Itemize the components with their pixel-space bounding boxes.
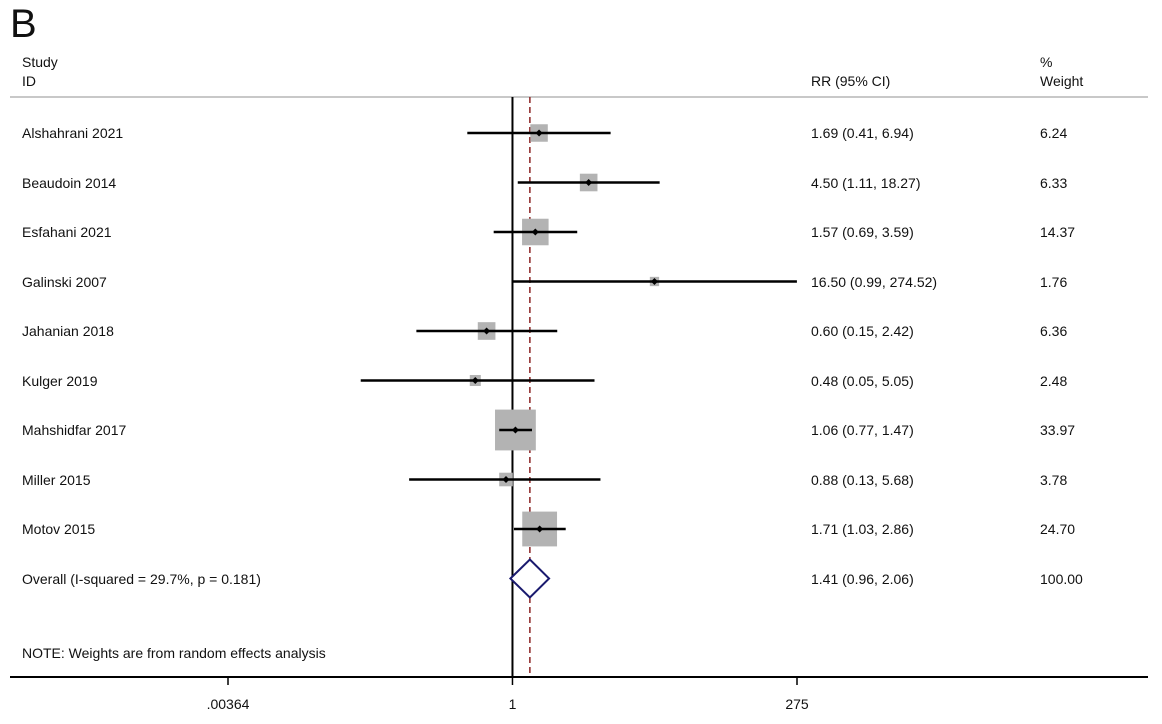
point-estimate xyxy=(585,179,593,186)
overall-diamond xyxy=(508,558,551,599)
rr-ci-value: 0.88 (0.13, 5.68) xyxy=(811,471,914,488)
weight-value: 3.78 xyxy=(1040,471,1068,488)
weight-value: 6.33 xyxy=(1040,174,1068,191)
point-estimate xyxy=(536,525,544,533)
weight-value: 6.24 xyxy=(1040,125,1068,141)
x-tick-label: .00364 xyxy=(206,696,250,712)
weight-value: 33.97 xyxy=(1040,422,1076,438)
weight-header: % Weight xyxy=(1040,53,1083,91)
weight-value: 1.76 xyxy=(1040,273,1068,290)
point-estimate xyxy=(511,426,519,434)
study-name: Jahanian 2018 xyxy=(22,323,114,339)
rr-ci-value: 16.50 (0.99, 274.52) xyxy=(811,273,938,290)
weight-value: 24.70 xyxy=(1040,521,1076,537)
overall-weight-value: 100.00 xyxy=(1040,570,1083,587)
x-axis-line xyxy=(10,676,1148,678)
rr-ci-value: 1.57 (0.69, 3.59) xyxy=(811,224,914,240)
study-name: Alshahrani 2021 xyxy=(22,125,124,141)
weights-note: NOTE: Weights are from random effects an… xyxy=(22,645,326,661)
rr-ci-value: 1.06 (0.77, 1.47) xyxy=(811,422,914,438)
point-estimate xyxy=(531,228,539,236)
x-tick-label: 1 xyxy=(508,696,517,712)
study-header-line2: ID xyxy=(22,73,36,89)
point-estimate xyxy=(650,278,658,285)
study-name: Kulger 2019 xyxy=(22,372,98,389)
rr-header: RR (95% CI) xyxy=(811,73,891,89)
rr-ci-value: 1.69 (0.41, 6.94) xyxy=(811,125,914,141)
rr-ci-value: 0.60 (0.15, 2.42) xyxy=(811,323,914,339)
weight-header-line2: Weight xyxy=(1040,73,1084,89)
point-estimate xyxy=(502,476,510,483)
point-estimate xyxy=(535,129,543,137)
weight-value: 14.37 xyxy=(1040,224,1076,240)
weight-value: 2.48 xyxy=(1040,372,1068,389)
rr-ci-value: 4.50 (1.11, 18.27) xyxy=(811,174,921,191)
overall-label: Overall (I-squared = 29.7%, p = 0.181) xyxy=(22,570,261,587)
weight-value: 6.36 xyxy=(1040,323,1068,339)
panel-label: B xyxy=(10,2,37,46)
study-name: Beaudoin 2014 xyxy=(22,174,117,191)
header-rule xyxy=(10,96,1148,98)
study-name: Galinski 2007 xyxy=(22,273,107,290)
study-name: Motov 2015 xyxy=(22,521,96,537)
study-header: Study ID xyxy=(22,53,58,91)
x-tick-label: 275 xyxy=(785,696,809,712)
rr-ci-value: 0.48 (0.05, 5.05) xyxy=(811,372,914,389)
point-estimate xyxy=(471,377,479,384)
study-name: Mahshidfar 2017 xyxy=(22,422,127,438)
study-name: Esfahani 2021 xyxy=(22,224,112,240)
study-name: Miller 2015 xyxy=(22,471,91,488)
weight-header-line1: % xyxy=(1040,54,1053,70)
study-header-line1: Study xyxy=(22,54,58,70)
point-estimate xyxy=(483,327,491,335)
rr-ci-value: 1.71 (1.03, 2.86) xyxy=(811,521,914,537)
overall-rr-ci-value: 1.41 (0.96, 2.06) xyxy=(811,570,914,587)
